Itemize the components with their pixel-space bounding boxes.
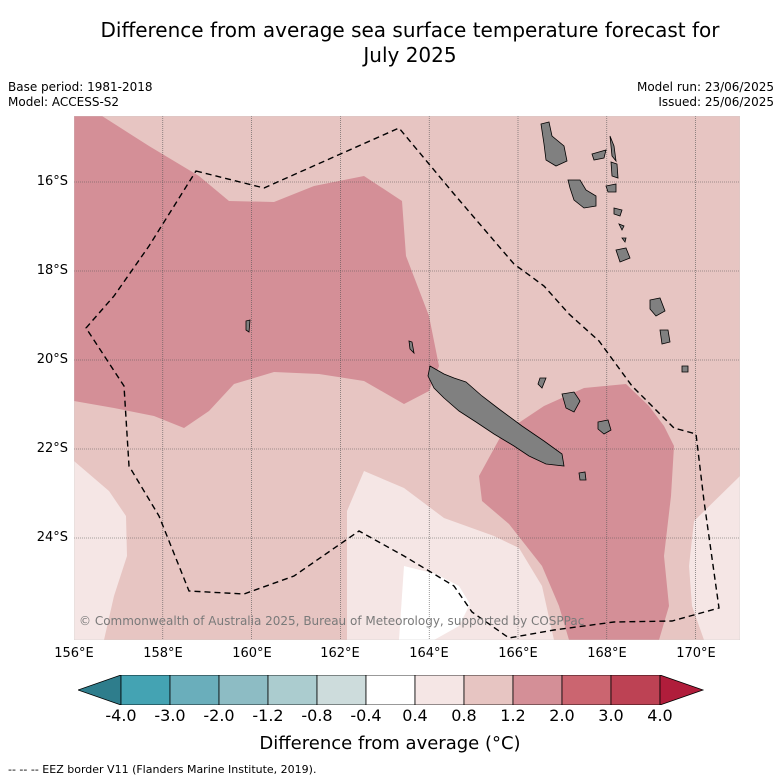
lon-label-158e: 158°E: [143, 646, 183, 661]
loyalty-island-lifou: [561, 391, 581, 413]
colorbar-tick-6: 0.4: [402, 706, 428, 725]
eez-border: [85, 127, 720, 639]
lon-label-156e: 156°E: [54, 646, 94, 661]
colorbar-tick-8: 1.2: [500, 706, 526, 725]
colorbar-tick-3: -1.2: [252, 706, 284, 725]
colorbar-tick-5: -0.4: [350, 706, 382, 725]
colorbar-cell-8: [463, 675, 514, 705]
colorbar-tick-4: -0.8: [301, 706, 333, 725]
lon-label-166e: 166°E: [498, 646, 538, 661]
colorbar-tick-2: -2.0: [203, 706, 235, 725]
colorbar-cell-2: [169, 675, 220, 705]
model-name: Model: ACCESS-S2: [8, 95, 120, 109]
isle-of-pines: [578, 471, 587, 481]
anomaly-band-light-s: [347, 471, 554, 640]
sst-anomaly-map: [74, 116, 740, 640]
lat-label-18s: 18°S: [36, 263, 68, 278]
metadata-left: Base period: 1981-2018 Model: ACCESS-S2: [8, 80, 153, 110]
colorbar-cell-5: [316, 675, 367, 705]
vanuatu-ambrym: [605, 183, 617, 193]
colorbar-tick-10: 3.0: [598, 706, 624, 725]
metadata-right: Model run: 23/06/2025 Issued: 25/06/2025: [637, 80, 774, 110]
colorbar-title: Difference from average (°C): [259, 733, 521, 754]
land-masses: [245, 121, 689, 481]
colorbar-tick-1: -3.0: [154, 706, 186, 725]
colorbar-tick-7: 0.8: [451, 706, 477, 725]
islet-1: [245, 319, 251, 333]
lon-label-164e: 164°E: [409, 646, 449, 661]
loyalty-island-ouvea: [537, 377, 547, 389]
colorbar-arrow-high: [659, 675, 705, 705]
colorbar-cell-10: [561, 675, 612, 705]
colorbar-tick-9: 2.0: [549, 706, 575, 725]
vanuatu-maewo: [609, 135, 617, 163]
vanuatu-espiritu-santo: [540, 121, 568, 167]
islet-2: [408, 340, 415, 355]
issued-date: Issued: 25/06/2025: [658, 95, 774, 109]
colorbar-cell-9: [512, 675, 563, 705]
anomaly-band-light-sw: [74, 461, 127, 640]
title-line-1: Difference from average sea surface temp…: [100, 18, 720, 42]
vanuatu-pentecost: [610, 161, 619, 179]
anomaly-band-warm-west: [74, 116, 439, 428]
colorbar-tick-0: -4.0: [105, 706, 137, 725]
vanuatu-epi: [613, 207, 623, 217]
loyalty-island-mare: [597, 419, 612, 435]
colorbar-cell-3: [218, 675, 269, 705]
eez-legend-footer: -- -- -- EEZ border V11 (Flanders Marine…: [8, 763, 317, 776]
vanuatu-tanna: [659, 329, 671, 345]
vanuatu-erromango: [649, 297, 666, 317]
colorbar: [78, 675, 705, 705]
colorbar-cell-7: [414, 675, 465, 705]
colorbar-cell-6: [365, 675, 416, 705]
lon-label-160e: 160°E: [232, 646, 272, 661]
anomaly-band-white: [399, 566, 470, 640]
vanuatu-small-2: [621, 237, 627, 243]
vanuatu-small-1: [618, 223, 625, 231]
base-period: Base period: 1981-2018: [8, 80, 153, 94]
lat-label-22s: 22°S: [36, 441, 68, 456]
lon-label-162e: 162°E: [320, 646, 360, 661]
lat-label-20s: 20°S: [36, 352, 68, 367]
vanuatu-efate: [615, 247, 631, 263]
lon-label-168e: 168°E: [587, 646, 627, 661]
colorbar-tick-11: 4.0: [647, 706, 673, 725]
map-title: Difference from average sea surface temp…: [60, 18, 760, 68]
vanuatu-ambae: [591, 149, 607, 161]
title-line-2: July 2025: [363, 43, 457, 67]
colorbar-cell-1: [120, 675, 171, 705]
colorbar-arrow-low: [78, 675, 122, 705]
new-caledonia-mainland: [427, 365, 565, 467]
vanuatu-malekula: [567, 179, 597, 209]
graticule: [74, 116, 740, 640]
model-run: Model run: 23/06/2025: [636, 80, 774, 94]
colorbar-cell-11: [610, 675, 661, 705]
lat-label-24s: 24°S: [36, 530, 68, 545]
anomaly-band-light-se: [689, 476, 740, 640]
colorbar-cell-4: [267, 675, 318, 705]
lat-label-16s: 16°S: [36, 174, 68, 189]
vanuatu-aneityum: [681, 365, 689, 373]
lon-label-170e: 170°E: [676, 646, 716, 661]
copyright-text: © Commonwealth of Australia 2025, Bureau…: [79, 614, 585, 628]
